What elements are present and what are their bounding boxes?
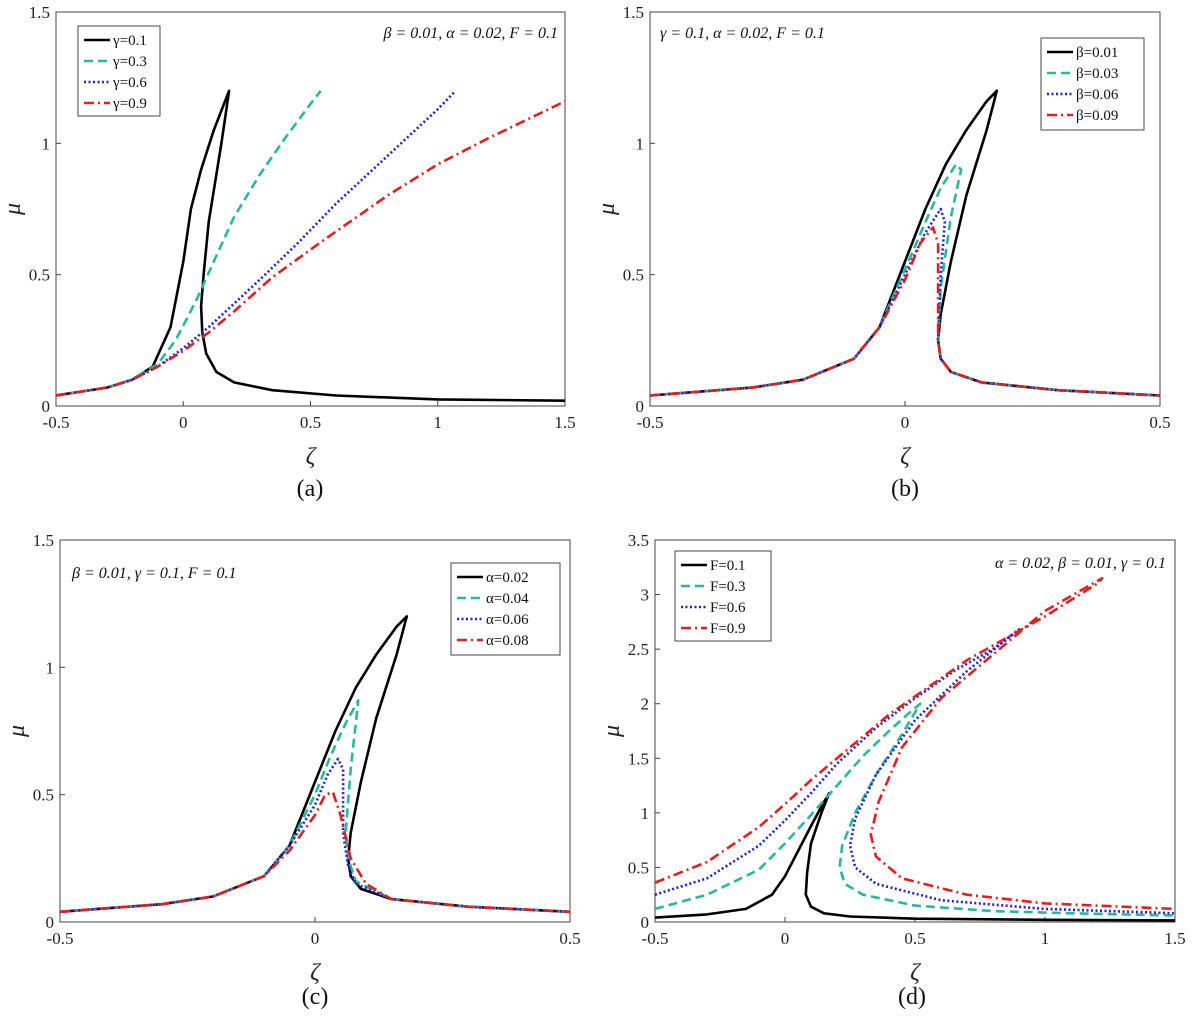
- series-line-2: [56, 90, 322, 397]
- x-axis-label: ζ: [310, 960, 322, 986]
- y-tick-label: 0.5: [33, 786, 54, 805]
- series-line-2: [60, 699, 570, 914]
- x-tick-label: -0.5: [43, 413, 70, 432]
- panel-2: -0.5 0 0.500.511.5ζμ(b)β=0.01β=0.03β=0.06β…: [594, 3, 1171, 502]
- legend-label-3: F=0.6: [710, 600, 746, 616]
- y-tick-label: 0.5: [29, 266, 50, 285]
- series-line-1: [650, 89, 1160, 397]
- x-axis-label: ζ: [900, 444, 912, 470]
- legend-label-2: γ=0.3: [112, 54, 147, 70]
- legend-label-2: α=0.04: [486, 591, 529, 607]
- y-tick-label: 1.5: [33, 531, 54, 550]
- x-tick-label: 1: [1041, 929, 1050, 948]
- legend-label-3: β=0.06: [1076, 87, 1119, 103]
- y-tick-label: 0: [42, 397, 51, 416]
- panel-caption: (d): [898, 984, 926, 1010]
- series-line-3: [60, 757, 570, 914]
- x-tick-label: -0.5: [47, 929, 74, 948]
- x-tick-label: -0.5: [637, 413, 664, 432]
- legend-label-4: α=0.08: [486, 633, 529, 649]
- x-tick-label: 0: [179, 413, 188, 432]
- series-line-2: [655, 702, 1175, 917]
- parameter-annotation: γ = 0.1, α = 0.02, F = 0.1: [660, 25, 825, 42]
- y-tick-label: 0: [641, 913, 650, 932]
- x-tick-label: 0: [781, 929, 790, 948]
- series-line-3: [56, 89, 457, 397]
- series-line-1: [655, 791, 1175, 922]
- parameter-annotation: β = 0.01, α = 0.02, F = 0.1: [382, 25, 558, 42]
- legend-label-3: α=0.06: [486, 612, 529, 628]
- legend: γ=0.1 γ=0.3 γ=0.6 γ=0.9: [77, 25, 161, 117]
- y-tick-label: 0.5: [623, 266, 644, 285]
- x-axis-label: ζ: [910, 960, 922, 986]
- y-tick-label: 0: [636, 397, 645, 416]
- panel-caption: (b): [891, 476, 919, 502]
- y-tick-label: 3: [641, 586, 650, 605]
- y-tick-label: 1: [636, 134, 645, 153]
- y-tick-label: 1: [42, 134, 51, 153]
- x-tick-label: 1.5: [554, 413, 575, 432]
- series-line-1: [60, 615, 570, 914]
- y-tick-label: 3.5: [628, 531, 649, 550]
- y-axis-label: μ: [594, 203, 620, 216]
- series-group: [655, 576, 1175, 922]
- legend-label-4: γ=0.9: [112, 96, 147, 112]
- series-line-1: [56, 89, 565, 403]
- y-tick-label: 2.5: [628, 640, 649, 659]
- legend-box: [450, 562, 561, 656]
- y-axis-label: μ: [0, 203, 26, 216]
- series-line-4: [60, 790, 570, 914]
- legend: F=0.1 F=0.3 F=0.6 F=0.9: [674, 550, 772, 642]
- x-tick-label: -0.5: [642, 929, 669, 948]
- y-tick-label: 1.5: [628, 749, 649, 768]
- x-axis-label: ζ: [306, 444, 318, 470]
- y-tick-label: 2: [641, 695, 650, 714]
- y-tick-label: 1: [641, 804, 650, 823]
- legend: β=0.01 β=0.03 β=0.06 β=0.09: [1040, 37, 1145, 131]
- panel-3: -0.5 0 0.500.511.5ζμ(c)α=0.02α=0.04α=0.06α…: [4, 531, 581, 1010]
- x-tick-label: 0.5: [904, 929, 925, 948]
- legend-label-3: γ=0.6: [112, 75, 147, 91]
- x-tick-label: 0.5: [1149, 413, 1170, 432]
- y-tick-label: 1.5: [623, 3, 644, 22]
- y-tick-label: 1: [46, 658, 55, 677]
- x-tick-label: 0.5: [559, 929, 580, 948]
- x-tick-label: 0.5: [300, 413, 321, 432]
- panel-4: -0.5 0 0.5 1 1.500.511.522.533.5ζμ(d)F=0.1F=…: [599, 531, 1186, 1010]
- y-axis-label: μ: [4, 725, 30, 738]
- x-tick-label: 1: [434, 413, 443, 432]
- legend-box: [1040, 37, 1145, 131]
- series-group: [650, 89, 1160, 397]
- y-axis-label: μ: [599, 725, 625, 738]
- y-tick-label: 0: [46, 913, 55, 932]
- series-group: [56, 89, 565, 403]
- legend-label-1: α=0.02: [486, 570, 529, 586]
- legend-label-4: F=0.9: [710, 621, 746, 637]
- series-line-3: [655, 628, 1175, 915]
- legend-label-1: F=0.1: [710, 558, 746, 574]
- series-group: [60, 615, 570, 914]
- series-line-3: [650, 207, 1160, 397]
- parameter-annotation: α = 0.02, β = 0.01, γ = 0.1: [995, 555, 1166, 572]
- parameter-annotation: β = 0.01, γ = 0.1, F = 0.1: [71, 565, 236, 582]
- panel-caption: (c): [302, 984, 329, 1010]
- series-line-4: [56, 100, 565, 397]
- legend: α=0.02 α=0.04 α=0.06 α=0.08: [450, 562, 561, 656]
- y-tick-label: 0.5: [628, 858, 649, 877]
- series-line-4: [655, 576, 1175, 911]
- series-line-4: [650, 226, 1160, 397]
- y-tick-label: 1.5: [29, 3, 50, 22]
- legend-label-2: β=0.03: [1076, 66, 1118, 82]
- legend-label-1: γ=0.1: [112, 33, 147, 49]
- x-tick-label: 0: [901, 413, 910, 432]
- legend-label-4: β=0.09: [1076, 108, 1118, 124]
- x-tick-label: 1.5: [1164, 929, 1185, 948]
- x-tick-label: 0: [311, 929, 320, 948]
- legend-label-1: β=0.01: [1076, 45, 1118, 61]
- legend-label-2: F=0.3: [710, 579, 746, 595]
- panel-1: -0.5 0 0.5 1 1.500.511.5ζμ(a)γ=0.1γ=0.3γ=0.6…: [0, 3, 576, 502]
- panel-caption: (a): [297, 476, 324, 502]
